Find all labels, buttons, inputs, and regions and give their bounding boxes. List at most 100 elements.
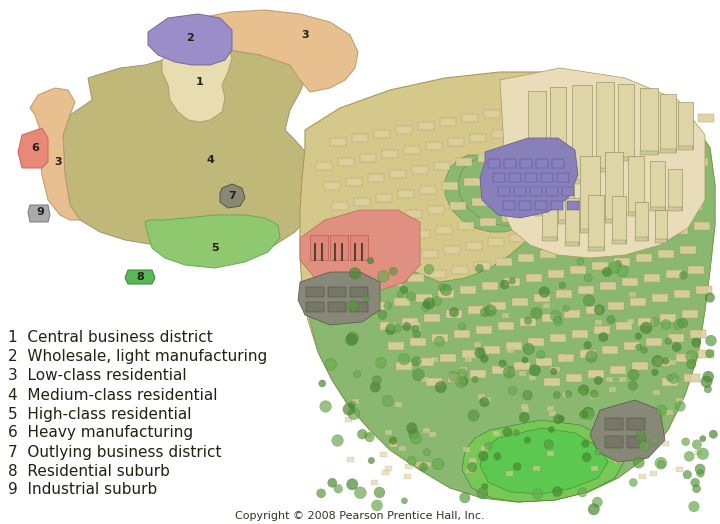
Text: 1  Central business district: 1 Central business district (8, 331, 212, 345)
Circle shape (485, 442, 492, 450)
Circle shape (480, 355, 488, 363)
Circle shape (688, 501, 699, 512)
Bar (394, 298, 410, 306)
Bar (390, 170, 406, 178)
Bar (654, 122, 670, 130)
Bar (627, 436, 645, 448)
Circle shape (357, 429, 367, 439)
Circle shape (347, 332, 359, 344)
Bar (460, 286, 476, 294)
Bar (390, 442, 397, 447)
Circle shape (690, 478, 700, 487)
Bar (493, 173, 505, 182)
Polygon shape (185, 10, 358, 92)
Bar (388, 342, 404, 350)
Circle shape (513, 463, 521, 471)
Circle shape (354, 487, 366, 499)
Circle shape (480, 397, 489, 407)
Bar (535, 164, 553, 215)
Circle shape (594, 304, 605, 315)
Bar (662, 378, 678, 386)
Bar (464, 178, 480, 186)
Circle shape (577, 258, 584, 265)
Circle shape (706, 350, 714, 358)
Circle shape (346, 478, 358, 490)
Bar (404, 474, 411, 478)
Polygon shape (148, 14, 232, 65)
Bar (429, 432, 436, 438)
Polygon shape (308, 118, 715, 502)
Polygon shape (125, 270, 155, 284)
Bar (414, 230, 430, 238)
Polygon shape (63, 50, 318, 262)
Circle shape (513, 430, 520, 436)
Bar (535, 201, 547, 210)
Bar (580, 390, 587, 396)
Bar (520, 318, 536, 326)
Bar (500, 150, 516, 158)
Circle shape (685, 351, 698, 363)
Bar (402, 318, 418, 326)
Bar (655, 210, 667, 242)
Circle shape (438, 284, 446, 291)
Bar (660, 314, 676, 322)
Bar (640, 88, 658, 154)
Bar (562, 187, 574, 196)
Polygon shape (462, 420, 625, 502)
Bar (442, 182, 458, 190)
Bar (563, 392, 570, 397)
Bar (360, 154, 376, 162)
Circle shape (588, 504, 600, 515)
Circle shape (480, 307, 490, 316)
Circle shape (563, 305, 570, 312)
Bar (670, 162, 686, 170)
Bar (423, 462, 431, 467)
Bar (380, 322, 396, 330)
Text: 2: 2 (186, 33, 194, 43)
Bar (364, 433, 371, 439)
Circle shape (553, 391, 560, 399)
Circle shape (703, 371, 714, 383)
Text: 8  Residential suburb: 8 Residential suburb (8, 464, 170, 478)
Bar (678, 325, 685, 331)
Circle shape (593, 497, 603, 507)
Bar (549, 411, 556, 416)
Bar (609, 387, 616, 391)
Bar (376, 194, 392, 202)
Circle shape (704, 385, 711, 393)
Bar (380, 452, 387, 457)
Bar (420, 186, 436, 194)
Circle shape (692, 338, 701, 347)
Circle shape (693, 485, 701, 493)
Circle shape (413, 369, 424, 381)
Bar (553, 367, 560, 372)
Bar (644, 274, 660, 282)
Circle shape (640, 322, 652, 334)
Bar (405, 464, 413, 468)
Polygon shape (480, 428, 608, 494)
Circle shape (378, 310, 387, 319)
Circle shape (354, 370, 361, 378)
Bar (588, 247, 604, 251)
Bar (572, 180, 592, 184)
Circle shape (609, 262, 621, 273)
Circle shape (434, 336, 444, 346)
Bar (554, 226, 570, 234)
Bar (384, 430, 392, 435)
Bar (606, 238, 622, 246)
Circle shape (709, 430, 718, 439)
Bar (658, 250, 674, 258)
Bar (436, 226, 452, 234)
Bar (558, 354, 574, 362)
Circle shape (435, 381, 446, 393)
Bar (586, 306, 602, 314)
Bar (688, 266, 704, 274)
Circle shape (580, 410, 588, 419)
Bar (462, 114, 478, 122)
Bar (510, 369, 517, 374)
Circle shape (590, 390, 598, 398)
Circle shape (615, 260, 621, 267)
Bar (584, 242, 600, 250)
Bar (330, 235, 348, 260)
Bar (486, 174, 502, 182)
